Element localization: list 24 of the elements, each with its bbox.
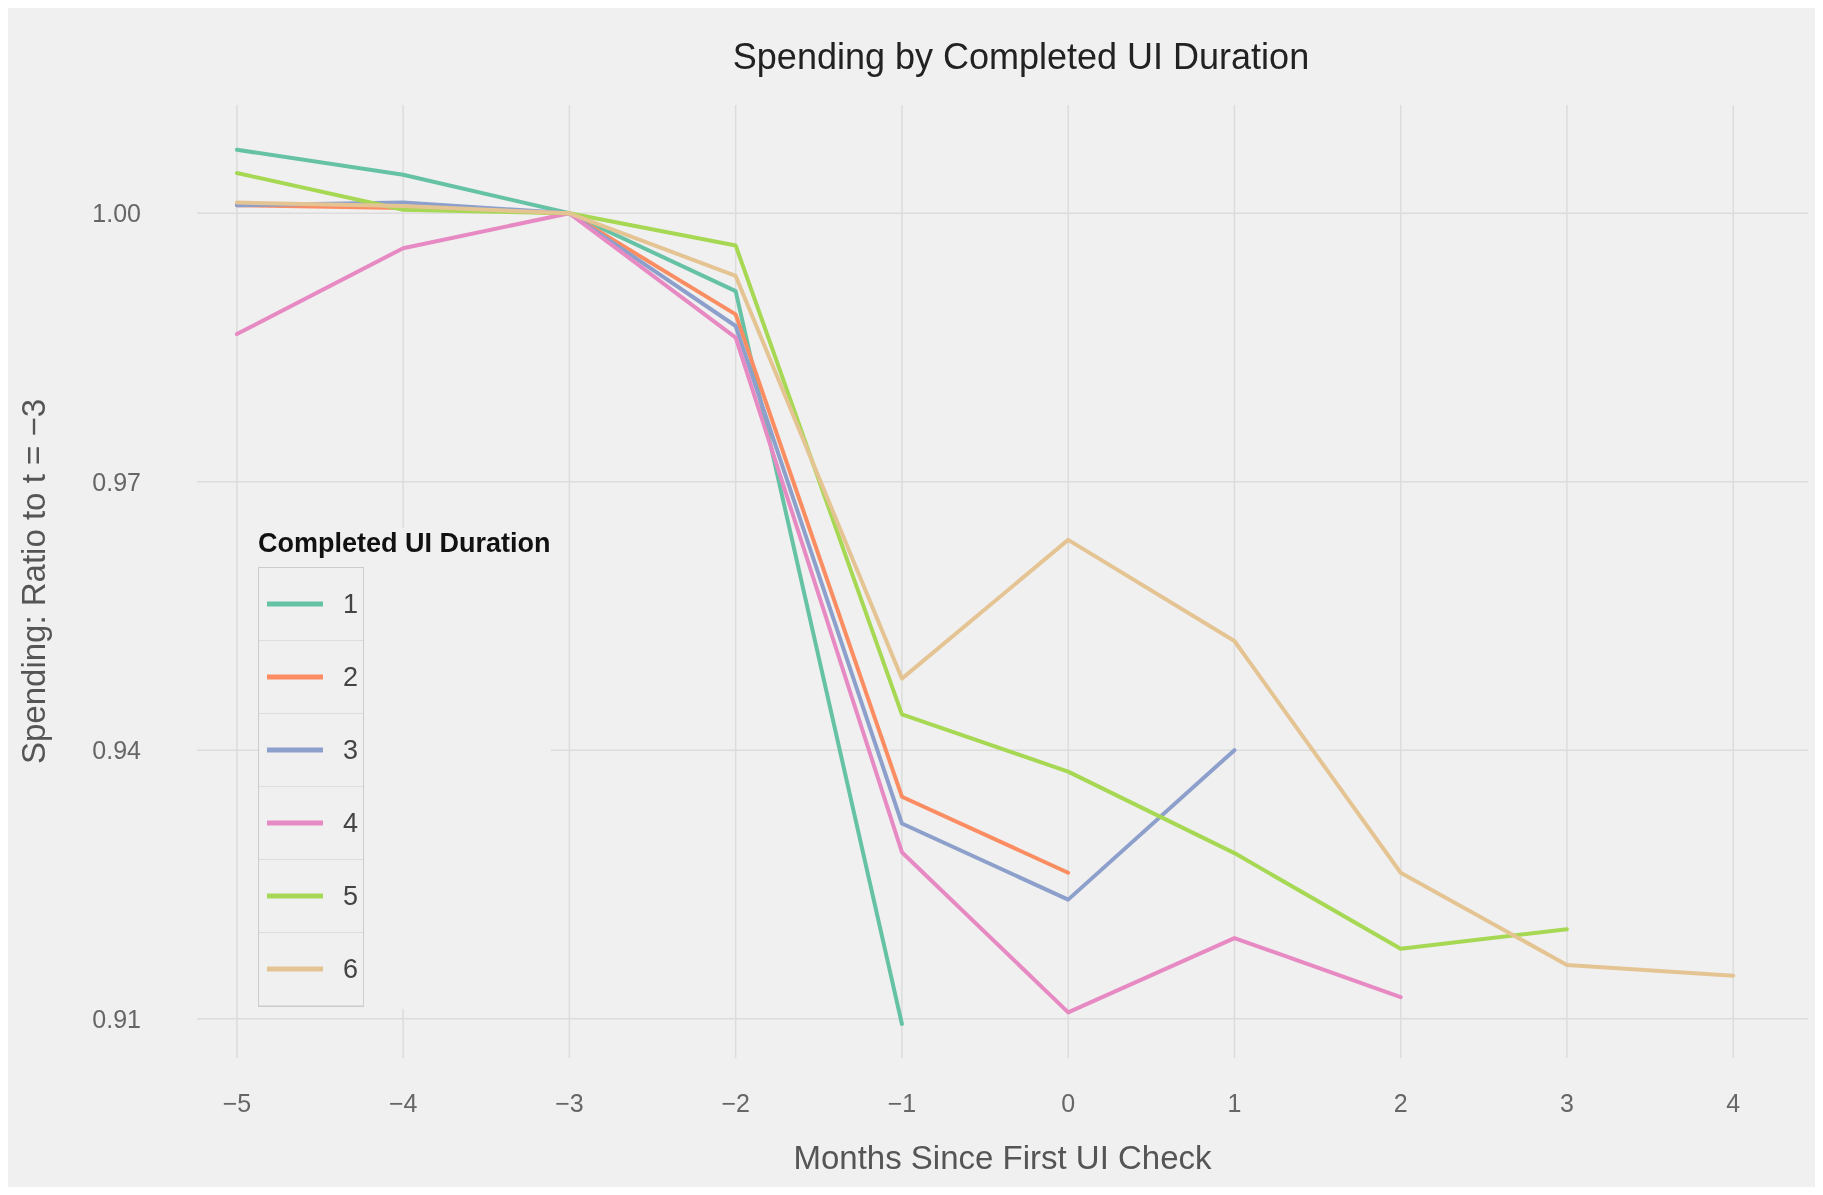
legend-label: 2 — [343, 661, 360, 693]
y-tick-label: 0.91 — [92, 1004, 141, 1033]
legend-label: 3 — [343, 734, 360, 766]
x-tick-label: 2 — [1393, 1088, 1408, 1117]
legend-label: 4 — [343, 807, 360, 839]
legend-label: 6 — [343, 953, 360, 985]
legend-label: 5 — [343, 880, 360, 912]
legend-title: Completed UI Duration — [258, 528, 551, 559]
x-tick-label: 3 — [1559, 1088, 1574, 1117]
y-tick-label: 0.94 — [92, 736, 142, 765]
x-tick-label: −2 — [721, 1088, 750, 1117]
x-tick-label: 1 — [1227, 1088, 1242, 1117]
y-tick-label: 0.97 — [92, 467, 141, 496]
x-tick-label: 0 — [1061, 1088, 1076, 1117]
x-tick-label: 4 — [1726, 1088, 1741, 1117]
x-tick-label: −5 — [222, 1088, 252, 1117]
y-axis-title: Spending: Ratio to t = −3 — [14, 398, 52, 765]
x-tick-label: −1 — [887, 1088, 917, 1117]
x-tick-label: −3 — [555, 1088, 584, 1117]
x-axis-title: Months Since First UI Check — [793, 1139, 1213, 1176]
x-tick-label: −4 — [388, 1088, 418, 1117]
legend-label: 1 — [343, 588, 360, 620]
y-tick-label: 1.00 — [92, 199, 141, 228]
chart-title: Spending by Completed UI Duration — [731, 36, 1311, 78]
